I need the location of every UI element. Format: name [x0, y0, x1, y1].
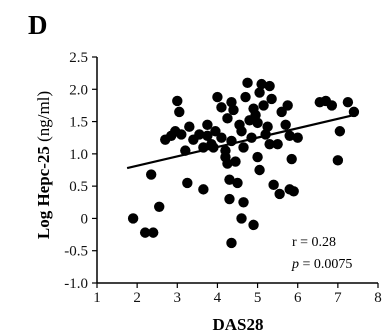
data-point	[262, 121, 273, 132]
axes	[96, 57, 378, 284]
data-point	[224, 174, 235, 185]
data-point	[292, 132, 303, 143]
data-point	[242, 77, 253, 89]
data-point	[182, 177, 193, 189]
data-point	[258, 100, 269, 111]
data-point	[212, 91, 223, 103]
data-point	[272, 138, 283, 150]
data-point	[332, 155, 344, 166]
data-point	[226, 237, 237, 249]
data-point	[222, 158, 233, 169]
data-point	[198, 184, 209, 195]
data-point	[176, 129, 187, 140]
data-point	[174, 106, 185, 118]
data-point	[266, 93, 277, 105]
y-axis-title-unit: (ng/ml)	[34, 91, 53, 146]
data-point	[232, 177, 243, 189]
y-tick-label: -1.0	[64, 276, 88, 292]
data-point	[334, 126, 346, 137]
data-point	[222, 113, 233, 124]
data-point	[282, 100, 293, 111]
data-point	[286, 153, 297, 165]
data-point	[224, 193, 235, 205]
y-tick-label: 1.5	[69, 115, 88, 131]
x-tick-label: 1	[93, 290, 101, 306]
x-tick-label: 8	[374, 290, 382, 306]
data-point	[172, 95, 183, 107]
data-point	[216, 102, 227, 113]
y-tick-label: 2.5	[69, 50, 88, 66]
data-point	[348, 106, 360, 118]
x-tick-label: 6	[294, 290, 302, 306]
data-point	[145, 169, 157, 180]
data-point	[254, 87, 265, 98]
data-point	[252, 151, 263, 163]
data-point	[326, 100, 338, 111]
data-point	[254, 164, 265, 176]
y-tick-label: 0.5	[69, 179, 88, 195]
p-value-annotation: p = 0.0075	[291, 257, 352, 272]
data-point	[274, 188, 285, 200]
x-tick-labels: 1 2 3 4 5 6 7 8	[93, 290, 382, 306]
data-point	[252, 117, 263, 129]
x-tick-label: 3	[174, 290, 182, 306]
x-tick-label: 4	[214, 290, 222, 306]
data-point	[264, 138, 275, 150]
x-tick-label: 7	[334, 290, 342, 306]
data-point	[288, 186, 299, 197]
data-point	[230, 156, 241, 167]
data-point	[139, 227, 151, 238]
data-point	[148, 227, 159, 238]
data-point	[248, 219, 259, 231]
data-point	[154, 201, 165, 213]
panel-label: D	[28, 10, 48, 40]
p-value: = 0.0075	[299, 257, 352, 272]
x-axis-title: DAS28	[212, 315, 263, 334]
regression-line-group	[126, 114, 355, 170]
data-point	[202, 119, 213, 130]
regression-line	[126, 114, 355, 170]
tick-marks	[92, 56, 379, 288]
data-point	[127, 213, 139, 224]
data-point	[284, 130, 295, 141]
x-tick-label: 5	[254, 290, 262, 306]
data-point	[236, 213, 247, 224]
data-point	[194, 129, 205, 140]
data-points	[127, 77, 360, 249]
data-point	[264, 80, 275, 92]
r-value-annotation: r = 0.28	[292, 235, 336, 250]
y-tick-label: 2.0	[69, 82, 88, 98]
data-point	[202, 130, 213, 141]
x-tick-label: 2	[133, 290, 141, 306]
y-axis-title: Log Hepc-25 (ng/ml)	[34, 91, 53, 239]
y-tick-label: 1.0	[69, 147, 88, 163]
y-axis-title-main: Log Hepc-25	[34, 146, 53, 239]
y-tick-label: 0	[81, 211, 89, 227]
data-point	[216, 132, 227, 143]
y-tick-label: -0.5	[64, 244, 88, 260]
data-point	[238, 142, 249, 153]
p-symbol: p	[291, 257, 299, 272]
data-point	[342, 97, 354, 108]
data-point	[236, 126, 247, 137]
data-point	[268, 179, 279, 191]
data-point	[184, 121, 195, 132]
data-point	[280, 119, 291, 130]
y-tick-labels: -1.0 -0.5 0 0.5 1.0 1.5 2.0 2.5	[64, 50, 88, 292]
data-point	[228, 104, 239, 116]
data-point	[256, 78, 267, 90]
data-point	[240, 91, 251, 103]
data-point	[238, 197, 249, 208]
